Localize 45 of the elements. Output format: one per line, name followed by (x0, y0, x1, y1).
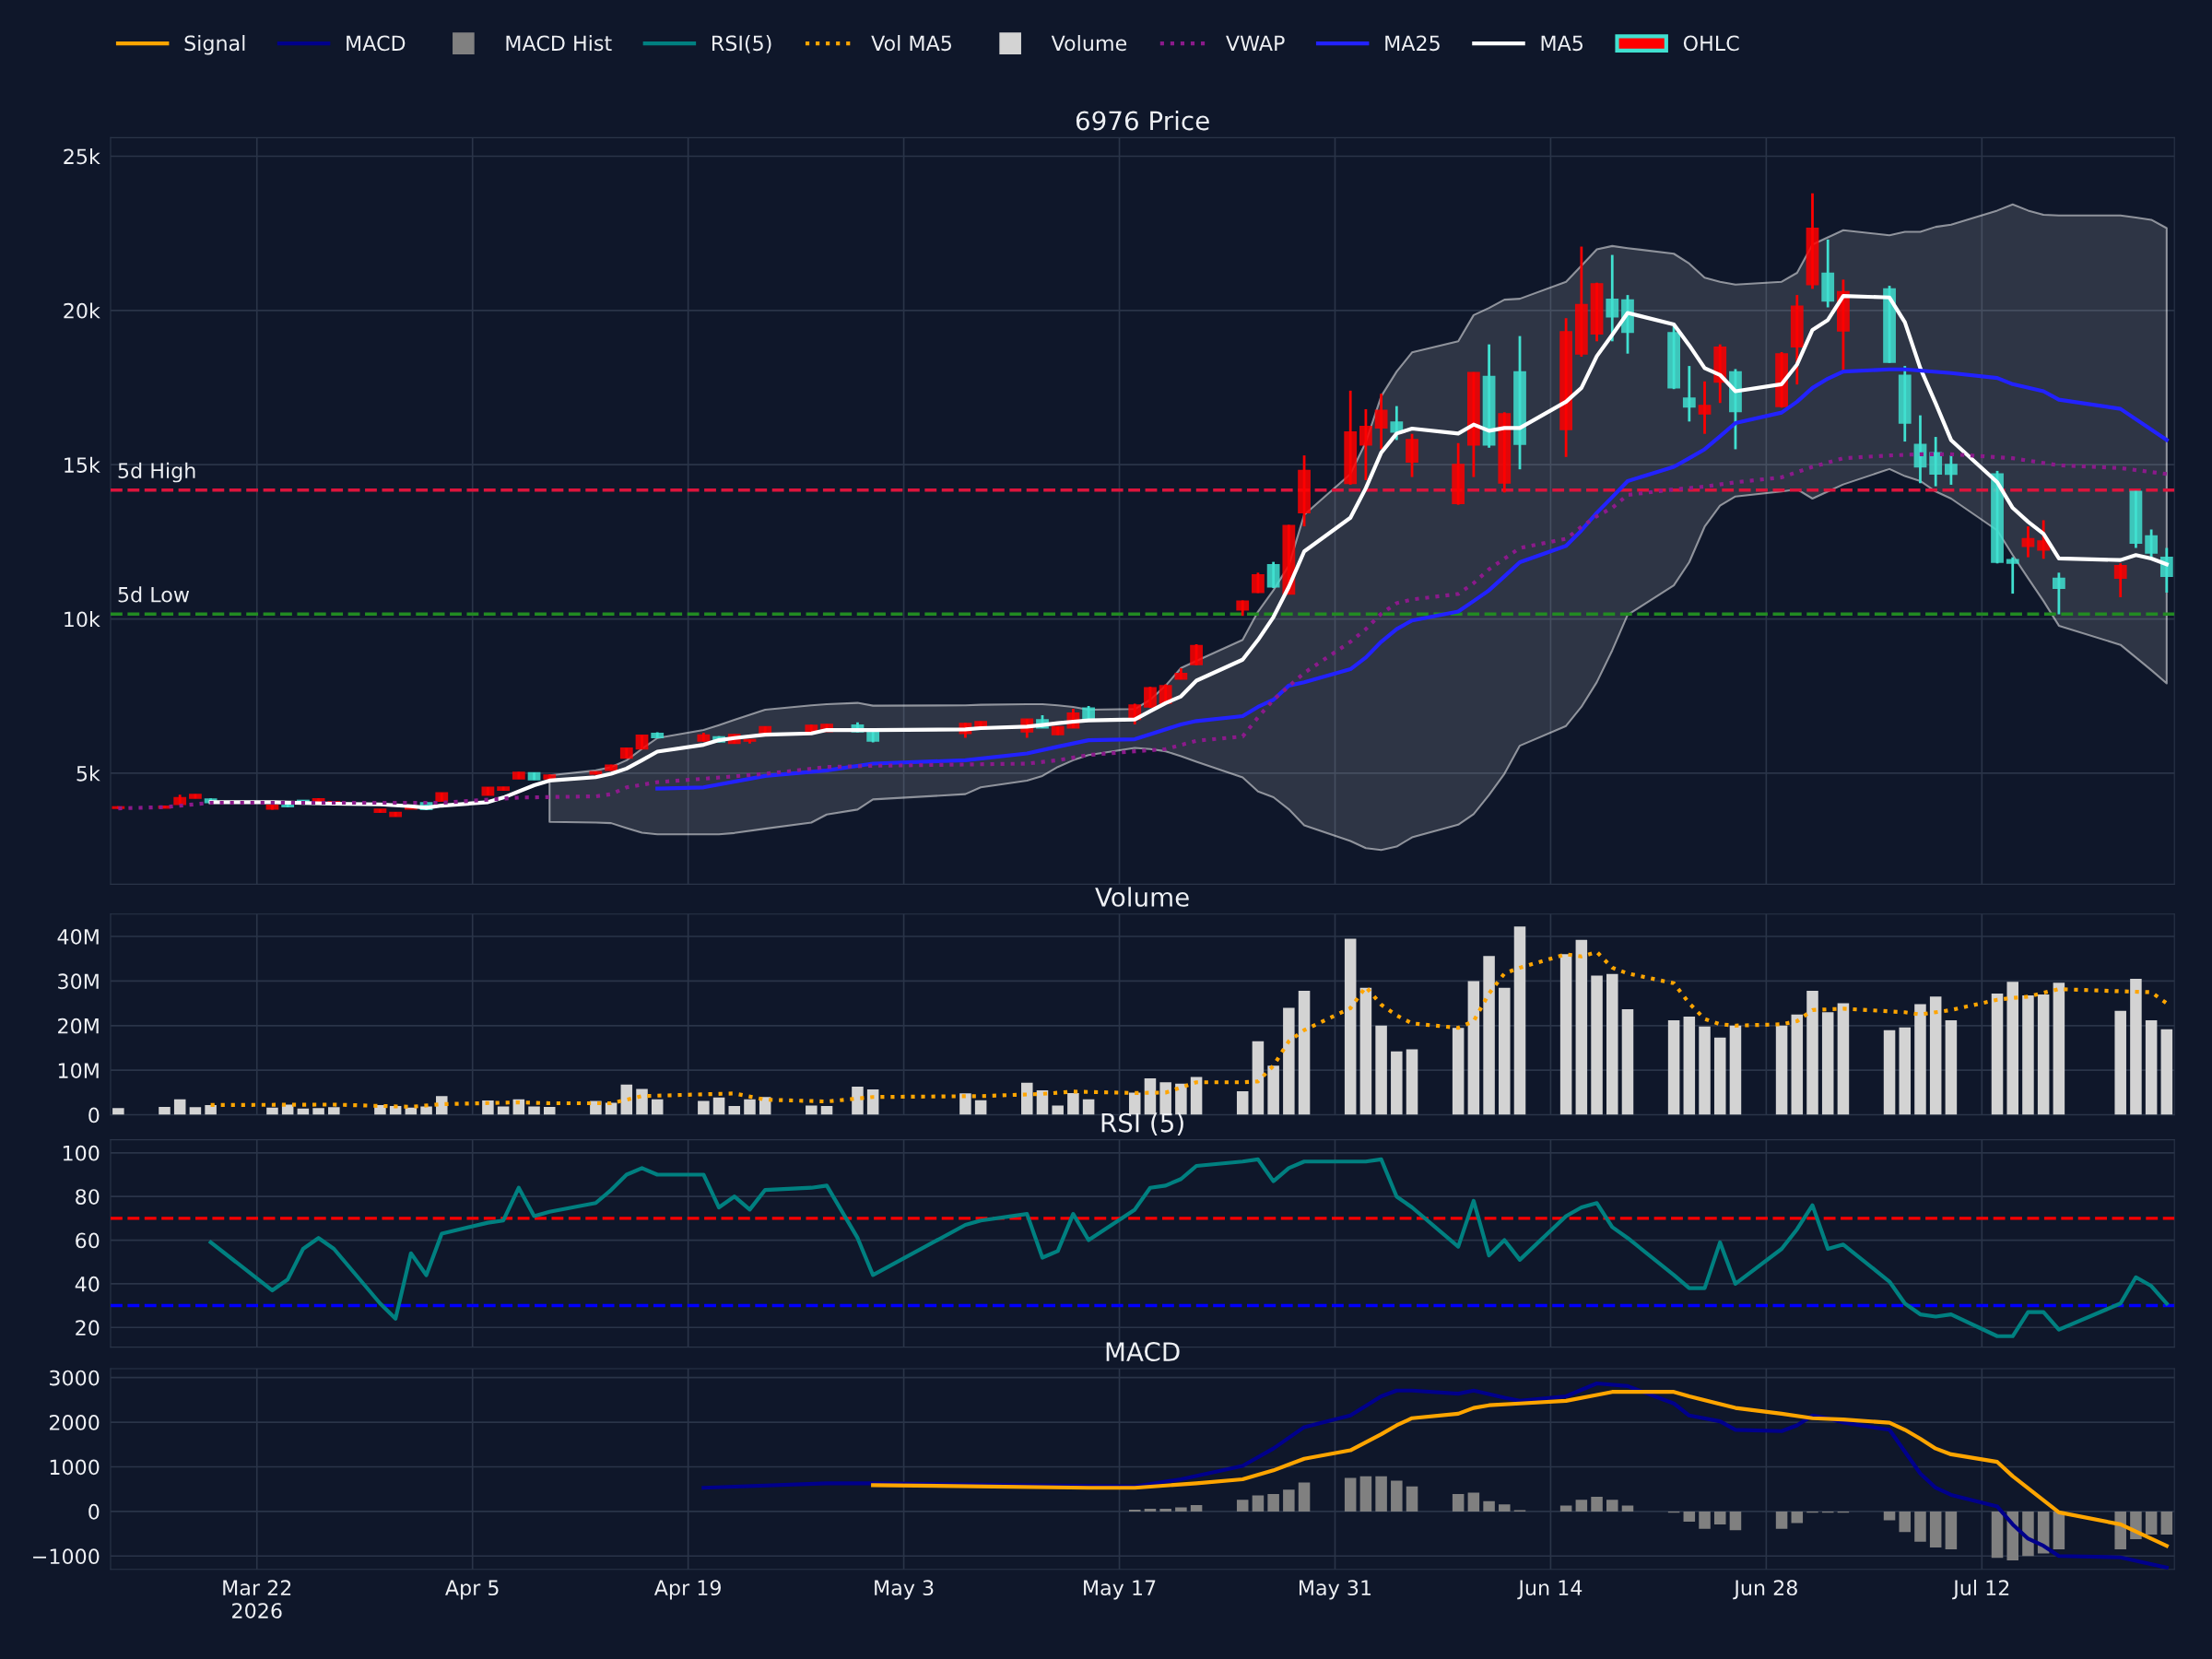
y-tick-label: 0 (88, 1107, 100, 1124)
y-tick-label: 20k (64, 302, 100, 319)
legend-label: VWAP (1226, 35, 1285, 51)
x-tick-label: Jun 14 (1517, 1580, 1583, 1600)
legend-label: MACD (347, 35, 406, 52)
ref-line-label: 5d High (118, 462, 195, 483)
legend-label: OHLC (1683, 35, 1739, 52)
chart-title: RSI (5) (1101, 1112, 1183, 1135)
y-tick-label: 2000 (49, 1415, 100, 1430)
y-tick-label: 25k (64, 148, 100, 165)
chart-title: 6976 Price (1076, 110, 1209, 131)
y-tick-label: 3000 (50, 1370, 100, 1386)
y-tick-label: 20 (76, 1320, 100, 1336)
y-tick-label: 30M (58, 973, 99, 990)
x-tick-label: May 17 (1084, 1580, 1156, 1600)
legend-label: Volume (1051, 35, 1127, 52)
legend-label: Vol MA5 (871, 35, 951, 52)
x-tick-label: Apr 5 (445, 1580, 499, 1600)
y-tick-label: 10M (58, 1063, 99, 1078)
x-tick-label: Jun 28 (1733, 1580, 1797, 1600)
x-tick-label: May 3 (875, 1580, 934, 1600)
x-tick-label: Apr 19 (653, 1580, 721, 1600)
y-tick-label: 15k (65, 456, 100, 473)
y-tick-label: 40 (75, 1276, 100, 1292)
y-tick-label: 60 (76, 1232, 100, 1249)
legend-label: MA5 (1541, 35, 1583, 52)
y-tick-label: 0 (88, 1503, 100, 1520)
y-tick-label: 40M (57, 928, 99, 945)
y-tick-label: 10k (65, 611, 100, 628)
y-tick-label: 100 (63, 1145, 100, 1161)
chart-title: MACD (1106, 1342, 1180, 1362)
x-tick-label: Mar 22 2026 (223, 1580, 291, 1618)
legend-label: MACD Hist (506, 35, 612, 52)
y-tick-label: 20M (58, 1018, 99, 1034)
legend-label: RSI(5) (712, 35, 771, 53)
y-tick-label: 80 (76, 1189, 100, 1205)
ref-line-label: 5d Low (118, 586, 190, 603)
x-tick-label: Jul 12 (1952, 1579, 2009, 1600)
chart-title: Volume (1095, 887, 1189, 907)
legend-label: Signal (184, 35, 245, 55)
x-tick-label: May 31 (1300, 1580, 1371, 1600)
y-tick-label: 1000 (50, 1459, 100, 1476)
y-tick-label: 5k (76, 765, 100, 782)
y-tick-label: −1000 (33, 1548, 100, 1565)
legend-label: MA25 (1385, 35, 1440, 52)
